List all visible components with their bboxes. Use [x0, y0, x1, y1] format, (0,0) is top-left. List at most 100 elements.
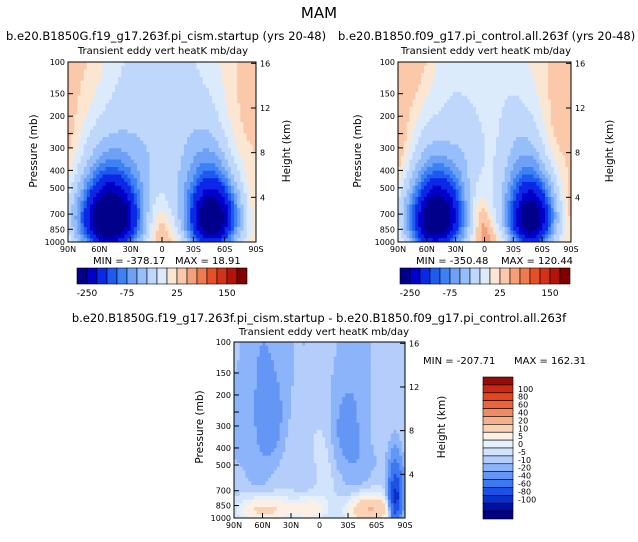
panel-b-heatmap-cell [530, 178, 534, 183]
panel-a-heatmap-cell [68, 152, 72, 157]
panel-a-heatmap-cell [96, 155, 100, 160]
panel-a-heatmap-cell [93, 107, 97, 112]
panel-a-heatmap-cell [162, 238, 166, 243]
panel-a-heatmap-cell [218, 122, 222, 127]
panel-a-heatmap-cell [71, 103, 75, 108]
panel-a-heatmap-cell [180, 80, 185, 85]
panel-b-heatmap-cell [432, 80, 436, 85]
panel-b-heatmap-cell [458, 69, 462, 74]
panel-b-heatmap-cell [553, 133, 557, 138]
panel-b-heatmap-cell [458, 155, 462, 160]
panel-a-heatmap-cell [162, 215, 166, 220]
panel-a-heatmap-cell [190, 84, 194, 89]
panel-b-heatmap-cell [449, 99, 454, 104]
panel-a-heatmap-cell [149, 129, 153, 134]
panel-b-heatmap-cell [458, 118, 462, 123]
panel-a-heatmap-cell [127, 193, 132, 198]
panel-a-heatmap-cell [127, 208, 132, 213]
panel-a-heatmap-cell [162, 95, 166, 100]
panel-b-heatmap-cell [539, 185, 543, 190]
panel-a-heatmap-cell [199, 110, 204, 115]
panel-b-heatmap-cell [496, 174, 500, 179]
panel-b-heatmap-cell [406, 62, 410, 67]
panel-a-heatmap-cell [77, 62, 81, 67]
panel-b-heatmap-cell [400, 103, 405, 108]
panel-a-heatmap-cell [121, 238, 125, 243]
panel-b-heatmap-cell [441, 170, 445, 175]
panel-a-heatmap-cell [158, 155, 163, 160]
panel-b-heatmap-cell [423, 167, 428, 172]
panel-a-heatmap-cell [111, 148, 116, 153]
panel-b-heatmap-cell [501, 88, 506, 93]
panel-a-heatmap-cell [224, 234, 229, 239]
panel-b-heatmap-cell [542, 107, 546, 112]
panel-a-heatmap-cell [221, 204, 226, 209]
panel-a-heatmap-cell [180, 163, 185, 168]
panel-a-heatmap-cell [249, 200, 254, 205]
panel-b-heatmap-cell [539, 133, 543, 138]
panel-a-heatmap-cell [127, 155, 132, 160]
panel-a-heatmap-cell [183, 133, 188, 138]
panel-a-heatmap-cell [168, 65, 172, 70]
panel-b-heatmap-cell [493, 148, 497, 153]
panel-a-heatmap-cell [180, 69, 185, 74]
panel-a-heatmap-cell [199, 152, 204, 157]
panel-a-heatmap-cell [111, 107, 116, 112]
panel-b-heatmap-cell [547, 118, 552, 123]
panel-a-heatmap-cell [143, 103, 147, 108]
panel-b-heatmap-cell [490, 137, 494, 142]
panel-b-heatmap-cell [568, 99, 572, 104]
panel-a-heatmap-cell [193, 219, 197, 224]
panel-b-heatmap-cell [501, 103, 506, 108]
panel-b-heatmap-cell [403, 163, 408, 168]
panel-a-heatmap-cell [196, 182, 200, 187]
panel-a-heatmap-cell [165, 219, 169, 224]
panel-b-heatmap-cell [519, 103, 523, 108]
panel-a-heatmap-cell [152, 95, 157, 100]
panel-b-heatmap-cell [507, 129, 511, 134]
panel-a-heatmap-cell [243, 167, 247, 172]
panel-b-heatmap-cell [521, 152, 526, 157]
panel-a-heatmap-cell [193, 129, 197, 134]
panel-b-heatmap-cell [421, 95, 425, 100]
panel-b-heatmap-cell [472, 110, 477, 115]
panel-b-heatmap-cell [467, 167, 471, 172]
panel-a-heatmap-cell [86, 77, 91, 82]
panel-a-heatmap-cell [243, 185, 247, 190]
panel-a-heatmap-cell [202, 227, 207, 232]
panel-b-heatmap-cell [406, 155, 410, 160]
panel-a-heatmap-cell [246, 125, 251, 130]
panel-a-heatmap-cell [202, 178, 207, 183]
panel-b-heatmap-cell [438, 167, 442, 172]
panel-a-heatmap-cell [246, 65, 251, 70]
panel-a-heatmap-cell [102, 155, 106, 160]
panel-a-heatmap-cell [146, 80, 150, 85]
panel-a-heatmap-cell [146, 208, 150, 213]
panel-a-heatmap-cell [143, 219, 147, 224]
panel-a-heatmap-cell [83, 182, 88, 187]
panel-a-ytick-label: 1000 [45, 238, 65, 247]
panel-a-heatmap-cell [230, 185, 235, 190]
panel-b-heatmap-cell [400, 118, 405, 123]
panel-a-heatmap-cell [212, 73, 216, 78]
panel-b-heatmap-cell [444, 77, 448, 82]
panel-b-heatmap-cell [536, 95, 540, 100]
panel-a-heatmap-cell [252, 197, 257, 202]
panel-a-heatmap-cell [218, 140, 222, 145]
panel-a-heatmap-cell [221, 197, 226, 202]
panel-a-heatmap-cell [202, 133, 207, 138]
panel-b-heatmap-cell [409, 178, 413, 183]
panel-b-heatmap-cell [470, 84, 474, 89]
panel-b-heatmap-cell [504, 95, 508, 100]
panel-b-heatmap-cell [432, 167, 436, 172]
panel-a-heatmap-cell [240, 193, 244, 198]
panel-b-heatmap-cell [521, 69, 526, 74]
panel-a-heatmap-cell [183, 230, 188, 235]
panel-b-heatmap-cell [490, 110, 494, 115]
panel-b-heatmap-cell [478, 92, 483, 97]
panel-b-heatmap-cell [539, 99, 543, 104]
panel-b-heatmap-cell [516, 65, 520, 70]
panel-a-heatmap-cell [99, 118, 103, 123]
panel-a-heatmap-cell [130, 238, 135, 243]
panel-b-heatmap-cell [447, 62, 451, 67]
